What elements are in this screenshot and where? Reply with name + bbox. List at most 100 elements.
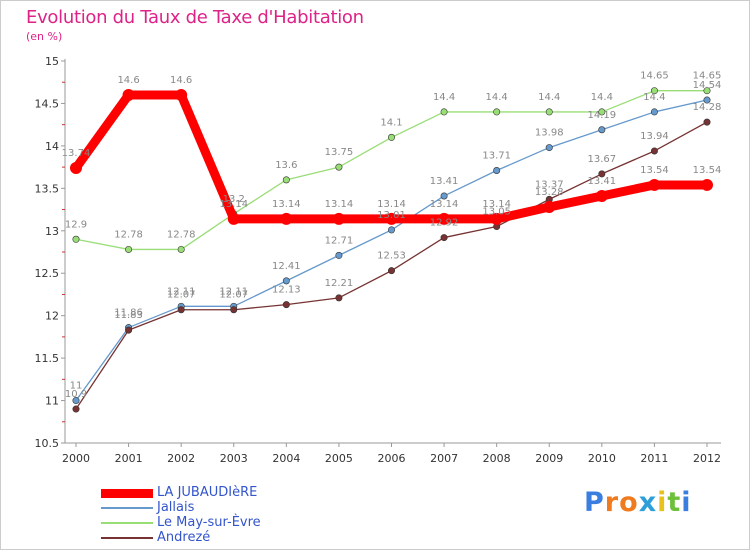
data-point — [280, 212, 293, 225]
series-line — [75, 121, 708, 410]
data-point — [440, 108, 448, 116]
data-point — [282, 176, 290, 184]
data-point — [650, 147, 658, 155]
data-label: 11.83 — [114, 310, 143, 321]
data-label: 13.54 — [693, 165, 722, 176]
data-label: 13.14 — [325, 199, 354, 210]
data-point — [545, 108, 553, 116]
data-label: 12.13 — [272, 285, 301, 296]
data-label: 12.11 — [219, 286, 248, 297]
data-label: 13.37 — [535, 179, 564, 190]
data-label: 14.1 — [380, 117, 402, 128]
data-point — [387, 267, 395, 275]
x-tick-label: 2007 — [430, 452, 458, 465]
data-point — [387, 226, 395, 234]
data-label: 14.28 — [693, 102, 722, 113]
data-point — [177, 306, 185, 314]
data-label: 14.4 — [538, 92, 560, 103]
data-point — [387, 133, 395, 141]
data-point — [650, 108, 658, 116]
y-tick-label: 15 — [45, 55, 59, 68]
data-label: 12.92 — [430, 218, 459, 229]
data-label: 12.71 — [325, 235, 354, 246]
data-point — [543, 201, 556, 214]
data-point — [595, 189, 608, 202]
chart-data-labels: 12.9 12.78 12.78 13.2 13.6 13.75 14.1 14.4 14.4 1… — [62, 71, 722, 400]
data-point — [648, 178, 661, 191]
x-tick-label: 2002 — [167, 452, 195, 465]
data-point — [230, 306, 238, 314]
data-label: 13.14 — [430, 199, 459, 210]
data-label: 12.78 — [167, 229, 196, 240]
legend-label: Andrezé — [157, 530, 211, 545]
legend-swatch — [101, 507, 153, 509]
y-tick-label: 14 — [45, 140, 59, 153]
x-tick-label: 2008 — [483, 452, 511, 465]
data-point — [70, 161, 82, 174]
data-label: 13.54 — [640, 165, 669, 176]
x-tick-label: 2010 — [588, 452, 616, 465]
data-point — [385, 212, 398, 225]
data-label: 12.11 — [167, 286, 196, 297]
chart-title: Evolution du Taux de Taxe d'Habitation — [26, 7, 364, 28]
data-point — [440, 234, 448, 242]
legend-swatch — [101, 488, 153, 498]
data-point — [598, 126, 606, 134]
data-point — [175, 88, 188, 101]
data-point — [438, 212, 451, 225]
data-point — [703, 87, 711, 95]
data-label: 10.9 — [65, 389, 87, 400]
data-point — [72, 405, 80, 413]
data-label: 12.53 — [377, 251, 406, 262]
data-label: 13.2 — [223, 194, 245, 205]
data-point — [440, 192, 448, 200]
data-label: 13.6 — [275, 160, 297, 171]
logo-letter: r — [604, 487, 620, 518]
logo-letter: x — [638, 487, 658, 518]
logo-letter: i — [681, 487, 692, 518]
data-label: 14.19 — [588, 110, 617, 121]
x-tick-label: 2012 — [693, 452, 721, 465]
data-point — [125, 245, 133, 253]
x-tick-label: 2000 — [62, 452, 90, 465]
y-tick-label: 10.5 — [35, 437, 60, 450]
data-point — [72, 235, 80, 243]
data-point — [701, 178, 713, 191]
data-point — [72, 397, 80, 405]
data-label: 13.94 — [640, 131, 669, 142]
x-tick-label: 2006 — [378, 452, 406, 465]
data-label: 12.07 — [167, 290, 196, 301]
y-tick-label: 11 — [45, 395, 59, 408]
x-tick-label: 2009 — [535, 452, 563, 465]
logo-letter: i — [657, 487, 668, 518]
data-point — [122, 88, 135, 101]
data-label: 13.14 — [272, 199, 301, 210]
data-label: 14.6 — [170, 75, 192, 86]
logo-letter: P — [584, 487, 605, 518]
data-label: 14.4 — [486, 92, 508, 103]
chart-series — [70, 87, 713, 413]
data-point — [332, 212, 345, 225]
y-tick-label: 13 — [45, 225, 59, 238]
data-label: 11 — [70, 381, 83, 392]
y-tick-label: 14.5 — [35, 97, 60, 110]
chart-axes: 10.5 11 11.5 12 12.5 13 13.5 14 14.5 15 2000 2001 20… — [35, 55, 721, 465]
data-label: 12.41 — [272, 261, 301, 272]
x-tick-label: 2004 — [272, 452, 300, 465]
proxiti-logo: Proxiti — [584, 487, 692, 518]
data-point — [335, 251, 343, 259]
data-label: 13.67 — [588, 154, 617, 165]
data-label: 13.41 — [430, 176, 459, 187]
legend-label: LA JUBAUDIèRE — [157, 485, 258, 500]
data-label: 12.21 — [325, 278, 354, 289]
logo-letter: t — [667, 487, 682, 518]
x-tick-label: 2011 — [640, 452, 668, 465]
data-point — [598, 170, 606, 178]
y-tick-label: 12 — [45, 310, 59, 323]
data-point — [490, 212, 503, 225]
data-label: 13.01 — [377, 210, 406, 221]
data-label: 13.41 — [588, 176, 617, 187]
data-label: 12.78 — [114, 229, 143, 240]
